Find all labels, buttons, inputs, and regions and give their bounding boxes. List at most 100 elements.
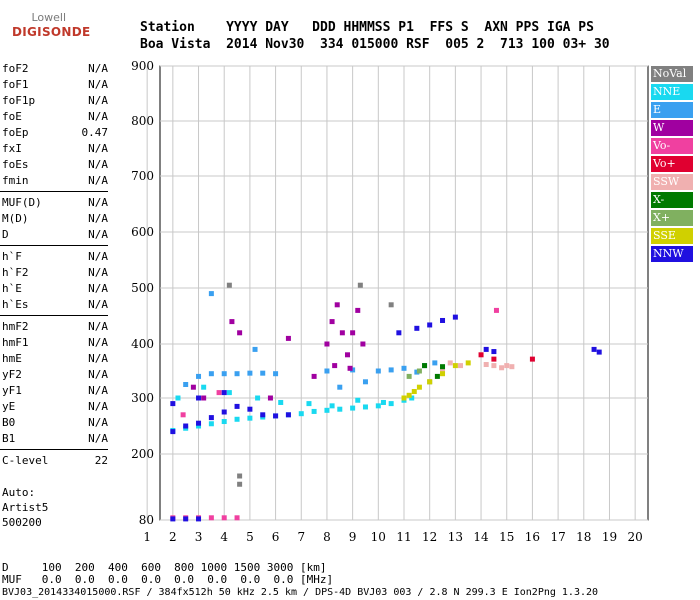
y-tick-label: 900 bbox=[131, 59, 154, 73]
data-point bbox=[221, 419, 227, 425]
param-row: foEs N/A bbox=[2, 158, 108, 173]
data-point bbox=[208, 415, 214, 421]
data-point bbox=[221, 515, 227, 521]
param-name: hmE bbox=[2, 352, 22, 365]
data-point bbox=[416, 384, 422, 390]
data-point bbox=[334, 302, 340, 308]
param-value: N/A bbox=[88, 250, 108, 263]
data-point bbox=[201, 395, 207, 401]
data-point bbox=[237, 481, 243, 487]
param-row: hmF2 N/A bbox=[2, 320, 108, 335]
param-row: h`F2 N/A bbox=[2, 266, 108, 281]
data-point bbox=[362, 379, 368, 385]
data-point bbox=[260, 370, 266, 376]
param-row: B0 N/A bbox=[2, 416, 108, 431]
y-tick-label: 700 bbox=[131, 169, 154, 183]
data-point bbox=[196, 420, 202, 426]
data-point bbox=[375, 403, 381, 409]
data-point bbox=[247, 415, 253, 421]
auto-label: Auto: bbox=[2, 486, 36, 499]
y-tick-label: 800 bbox=[131, 114, 154, 128]
data-point bbox=[180, 412, 186, 418]
data-point bbox=[491, 356, 497, 362]
data-point bbox=[427, 322, 433, 328]
y-tick-label: 400 bbox=[131, 337, 154, 351]
param-value: N/A bbox=[88, 228, 108, 241]
param-name: hmF2 bbox=[2, 320, 29, 333]
param-value: 22 bbox=[94, 454, 108, 467]
param-row: MUF(D) N/A bbox=[2, 196, 108, 211]
x-tick-label: 4 bbox=[220, 530, 228, 544]
param-name: fxI bbox=[2, 142, 22, 155]
param-row: foF1 N/A bbox=[2, 78, 108, 93]
auto-artist: Artist5 bbox=[2, 501, 49, 514]
data-point bbox=[401, 365, 407, 371]
data-point bbox=[267, 395, 273, 401]
data-point bbox=[355, 397, 361, 403]
param-value: 0.47 bbox=[81, 126, 109, 139]
data-point bbox=[483, 346, 489, 352]
x-tick-label: 17 bbox=[550, 530, 565, 544]
data-point bbox=[208, 291, 214, 297]
x-tick-label: 6 bbox=[272, 530, 280, 544]
param-separator bbox=[0, 449, 108, 450]
data-point bbox=[596, 349, 602, 355]
data-point bbox=[237, 330, 243, 336]
data-point bbox=[221, 390, 227, 396]
param-value: N/A bbox=[88, 62, 108, 75]
param-name: foEp bbox=[2, 126, 29, 139]
lowell-digisonde-logo: Lowell DIGISONDE bbox=[4, 8, 90, 44]
param-value: N/A bbox=[88, 352, 108, 365]
param-row: M(D) N/A bbox=[2, 212, 108, 227]
legend-item: E bbox=[651, 102, 693, 118]
param-value: N/A bbox=[88, 282, 108, 295]
data-point bbox=[491, 349, 497, 355]
data-point bbox=[447, 360, 453, 366]
data-point bbox=[234, 403, 240, 409]
data-point bbox=[504, 363, 510, 369]
param-row: fxI N/A bbox=[2, 142, 108, 157]
param-row: B1 N/A bbox=[2, 432, 108, 447]
param-separator bbox=[0, 191, 108, 192]
data-point bbox=[440, 317, 446, 323]
footer-distance-row: D 100 200 400 600 800 1000 1500 3000 [km… bbox=[2, 561, 327, 574]
y-tick-label: 200 bbox=[131, 447, 154, 461]
data-point bbox=[380, 399, 386, 405]
x-tick-label: 12 bbox=[422, 530, 437, 544]
data-point bbox=[306, 401, 312, 407]
param-separator bbox=[0, 245, 108, 246]
data-point bbox=[339, 330, 345, 336]
data-point bbox=[196, 395, 202, 401]
footer-file-info: BVJ03_2014334015000.RSF / 384fx512h 50 k… bbox=[2, 587, 599, 598]
param-name: D bbox=[2, 228, 9, 241]
param-name: foEs bbox=[2, 158, 29, 171]
data-point bbox=[452, 363, 458, 369]
data-point bbox=[401, 395, 407, 401]
data-point bbox=[311, 373, 317, 379]
data-point bbox=[440, 371, 446, 377]
data-point bbox=[183, 423, 189, 429]
param-row: foE N/A bbox=[2, 110, 108, 125]
param-row: foEp 0.47 bbox=[2, 126, 108, 141]
param-value: N/A bbox=[88, 400, 108, 413]
data-point bbox=[226, 390, 232, 396]
data-point bbox=[324, 368, 330, 374]
data-point bbox=[324, 341, 330, 347]
data-point bbox=[422, 363, 428, 369]
data-point bbox=[409, 395, 415, 401]
data-point bbox=[278, 399, 284, 405]
param-row: fmin N/A bbox=[2, 174, 108, 189]
param-name: yF2 bbox=[2, 368, 22, 381]
data-point bbox=[493, 307, 499, 313]
param-row: hmE N/A bbox=[2, 352, 108, 367]
param-value: N/A bbox=[88, 94, 108, 107]
x-tick-label: 13 bbox=[448, 530, 463, 544]
data-point bbox=[208, 421, 214, 427]
data-point bbox=[247, 370, 253, 376]
param-row: yE N/A bbox=[2, 400, 108, 415]
param-name: C-level bbox=[2, 454, 49, 467]
param-value: N/A bbox=[88, 416, 108, 429]
header-values: Boa Vista 2014 Nov30 334 015000 RSF 005 … bbox=[140, 37, 610, 52]
param-name: foF1p bbox=[2, 94, 36, 107]
param-value: N/A bbox=[88, 384, 108, 397]
